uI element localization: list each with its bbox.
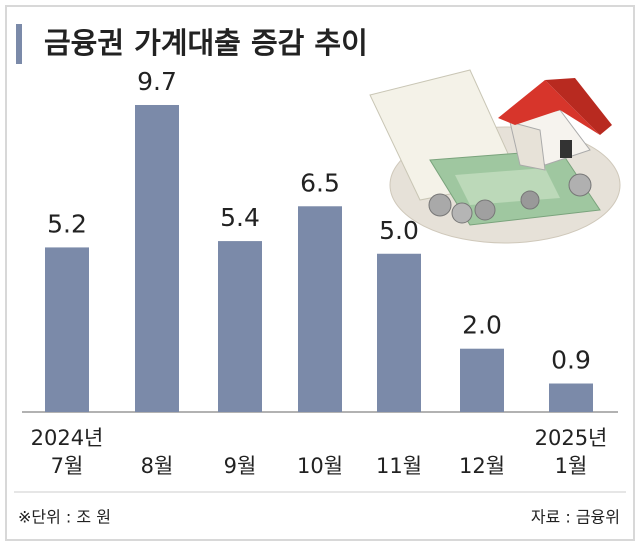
source-note: 자료 : 금융위 (531, 508, 620, 527)
coin (474, 199, 496, 221)
x-tick-label: 11월 (376, 454, 422, 478)
value-label: 6.5 (300, 168, 340, 197)
x-tick-label: 10월 (297, 454, 343, 478)
x-tick-label: 12월 (459, 454, 505, 478)
bar (460, 348, 504, 412)
x-tick-label: 8월 (141, 454, 174, 478)
value-label: 5.0 (379, 216, 419, 245)
chart-title: 금융권 가계대출 증감 추이 (44, 26, 368, 60)
x-tick-label: 2024년 7월 (31, 426, 104, 478)
coin (451, 202, 473, 224)
x-tick-label: 2025년 1월 (535, 426, 608, 478)
x-tick-label: 9월 (224, 454, 257, 478)
value-label: 0.9 (551, 346, 591, 375)
unit-note: ※단위 : 조 원 (18, 508, 111, 527)
value-label: 2.0 (462, 311, 502, 340)
value-label: 9.7 (137, 67, 177, 96)
title-accent (16, 24, 22, 64)
house-door (560, 140, 572, 158)
bar (298, 206, 342, 412)
coin (568, 173, 592, 197)
house-roof (498, 80, 600, 135)
coin (520, 190, 540, 210)
bar (377, 253, 421, 412)
bar (135, 104, 179, 413)
coin (428, 193, 452, 217)
house-side (509, 121, 546, 171)
value-label: 5.2 (47, 209, 87, 238)
frame (5, 5, 635, 541)
bar (45, 247, 89, 412)
bar (218, 241, 262, 412)
value-label: 5.4 (220, 203, 260, 232)
bar (549, 383, 593, 412)
house-roof-side (545, 78, 612, 135)
illustration (369, 69, 621, 244)
